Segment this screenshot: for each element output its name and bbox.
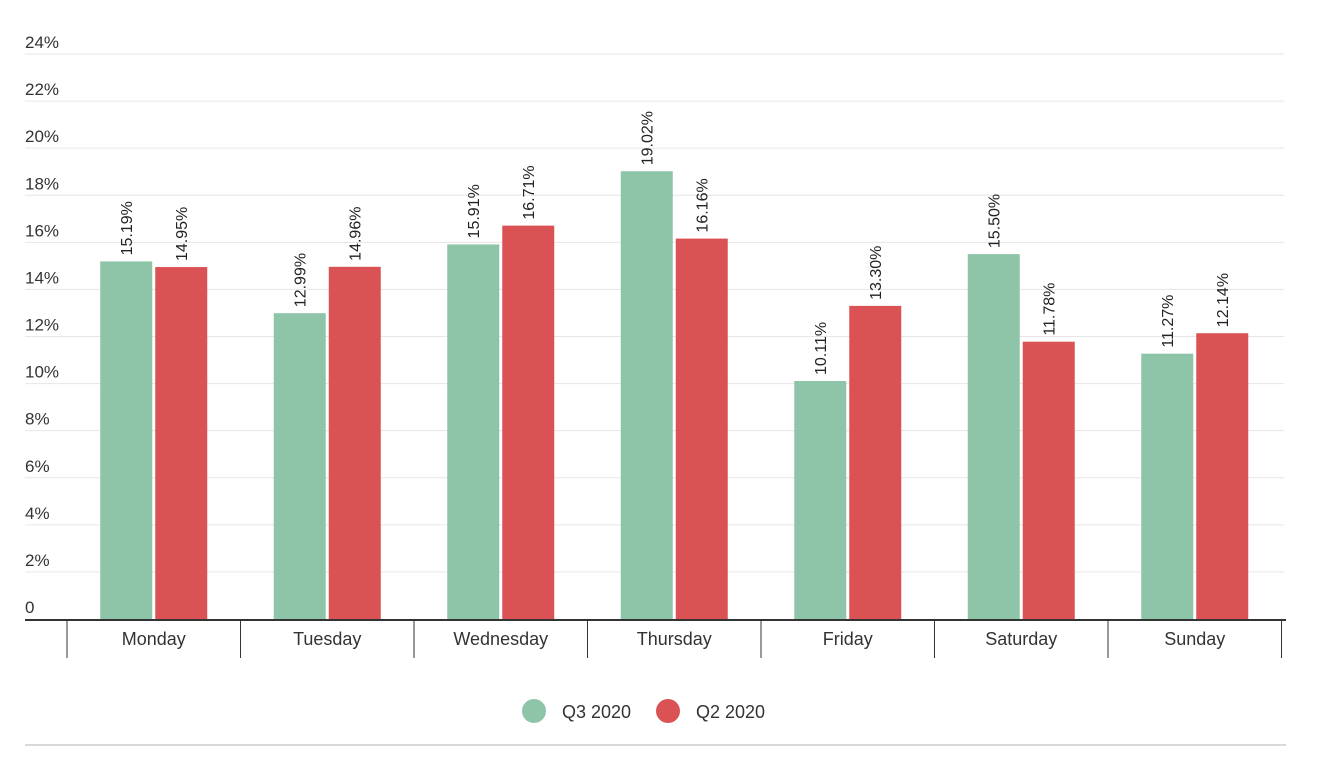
y-tick-label: 22%	[25, 80, 59, 99]
bar-q3-2020-friday[interactable]	[794, 380, 847, 619]
bar-q2-2020-thursday[interactable]	[675, 238, 728, 620]
y-tick-label: 0	[25, 598, 34, 617]
legend-item-q3-2020[interactable]: Q3 2020	[522, 699, 631, 723]
bar-q3-2020-monday[interactable]	[100, 261, 153, 619]
data-label: 12.99%	[293, 253, 310, 307]
data-label: 11.78%	[1042, 283, 1059, 336]
legend-item-q2-2020[interactable]: Q2 2020	[656, 699, 765, 723]
legend-label: Q2 2020	[696, 702, 765, 722]
data-label: 16.16%	[695, 178, 712, 232]
data-label: 14.96%	[348, 207, 365, 261]
data-label: 16.71%	[521, 165, 538, 219]
bar-q2-2020-tuesday[interactable]	[328, 266, 381, 619]
legend-swatch	[522, 699, 546, 723]
bar-q3-2020-thursday[interactable]	[620, 171, 673, 620]
y-tick-label: 24%	[25, 33, 59, 52]
data-label: 13.30%	[868, 246, 885, 300]
y-tick-label: 14%	[25, 268, 59, 287]
data-label: 19.02%	[640, 111, 657, 165]
data-label: 11.27%	[1160, 295, 1177, 348]
bar-q3-2020-wednesday[interactable]	[447, 244, 500, 619]
x-tick-label: Thursday	[637, 629, 712, 649]
bar-q3-2020-tuesday[interactable]	[273, 313, 326, 619]
data-label: 14.95%	[174, 207, 191, 261]
data-labels: 15.19% 14.95% 12.99% 14.96% 15.91% 16.71% 19.0…	[119, 111, 1232, 375]
y-tick-label: 10%	[25, 363, 59, 382]
y-axis-ticks: 0 2% 4% 6% 8% 10% 12% 14% 16% 18% 20% 22% 24%	[25, 33, 59, 617]
y-tick-label: 20%	[25, 127, 59, 146]
bar-q2-2020-sunday[interactable]	[1196, 333, 1249, 619]
x-tick-label: Monday	[122, 629, 186, 649]
data-label: 15.91%	[466, 184, 483, 238]
bar-q2-2020-friday[interactable]	[849, 305, 902, 619]
legend-label: Q3 2020	[562, 702, 631, 722]
x-tick-label: Wednesday	[453, 629, 548, 649]
x-axis: Monday Tuesday Wednesday Thursday Friday Satu…	[25, 619, 1286, 658]
bar-q3-2020-saturday[interactable]	[967, 254, 1020, 619]
y-tick-label: 8%	[25, 410, 50, 429]
bar-q2-2020-wednesday[interactable]	[502, 225, 555, 619]
bars	[100, 171, 1249, 620]
x-tick-label: Saturday	[985, 629, 1057, 649]
y-tick-label: 18%	[25, 174, 59, 193]
legend: Q3 2020 Q2 2020	[25, 699, 1286, 746]
legend-swatch	[656, 699, 680, 723]
y-tick-label: 12%	[25, 316, 59, 335]
data-label: 12.14%	[1215, 273, 1232, 327]
bar-q2-2020-monday[interactable]	[155, 267, 208, 619]
data-label: 15.19%	[119, 201, 136, 255]
y-tick-label: 4%	[25, 504, 50, 523]
x-tick-label: Tuesday	[293, 629, 361, 649]
y-tick-label: 2%	[25, 551, 50, 570]
x-tick-label: Friday	[823, 629, 873, 649]
x-tick-label: Sunday	[1164, 629, 1225, 649]
data-label: 15.50%	[987, 194, 1004, 248]
bar-q3-2020-sunday[interactable]	[1141, 353, 1194, 619]
y-tick-label: 16%	[25, 221, 59, 240]
bar-q2-2020-saturday[interactable]	[1022, 341, 1075, 619]
y-tick-label: 6%	[25, 457, 50, 476]
data-label: 10.11%	[813, 322, 830, 375]
